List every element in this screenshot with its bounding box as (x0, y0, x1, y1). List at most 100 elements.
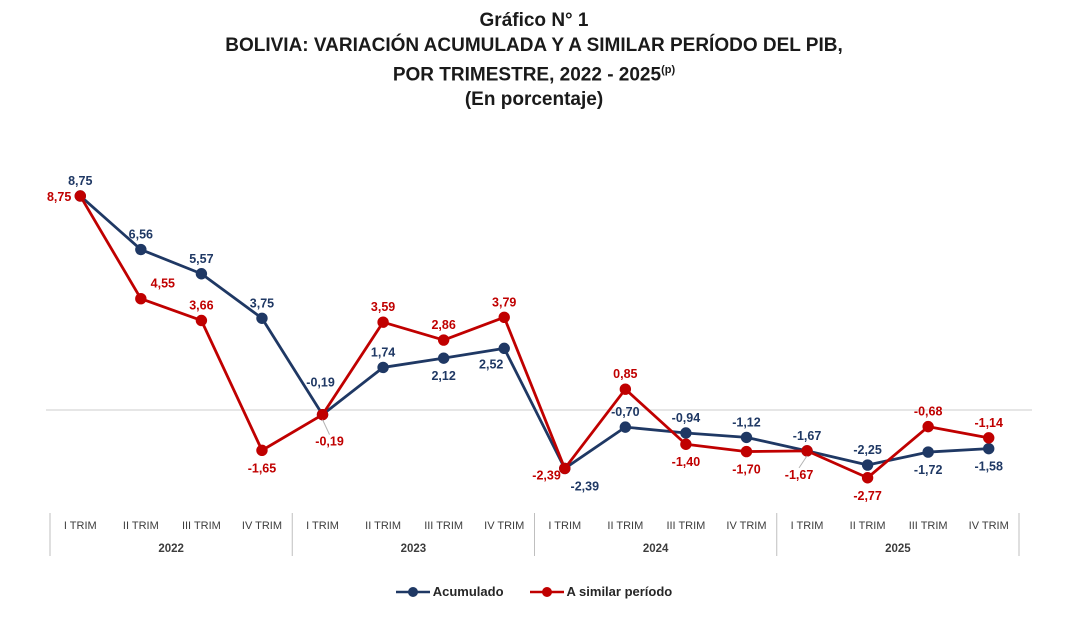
data-label: -0,68 (914, 405, 943, 419)
data-point (801, 445, 813, 457)
quarter-axis-label: I TRIM (548, 520, 581, 532)
data-label: 4,55 (151, 277, 175, 291)
data-label: 6,56 (129, 228, 153, 242)
quarter-axis-label: I TRIM (306, 520, 339, 532)
title-line-3-text: POR TRIMESTRE, 2022 - 2025 (392, 64, 662, 86)
data-label: -2,25 (853, 443, 882, 457)
data-point (619, 383, 632, 395)
data-point (922, 420, 934, 433)
data-point (195, 268, 208, 280)
quarter-axis-label: II TRIM (850, 520, 886, 532)
legend-label: Acumulado (432, 584, 504, 599)
title-line-3: POR TRIMESTRE, 2022 - 2025(p) (0, 58, 1068, 87)
data-label: -1,67 (785, 468, 814, 482)
title-line-4: (En porcentaje) (464, 89, 604, 111)
label-leader-line (322, 419, 330, 435)
quarter-axis-label: II TRIM (607, 520, 643, 532)
data-label: -1,72 (914, 463, 943, 477)
legend-marker-icon (529, 586, 564, 597)
data-point (74, 190, 86, 202)
data-point (437, 334, 450, 346)
data-point (377, 316, 389, 328)
data-label: -1,14 (974, 416, 1003, 430)
data-point (498, 342, 510, 355)
quarter-axis-label: III TRIM (424, 520, 463, 532)
label-leader-line (798, 455, 808, 469)
data-point (983, 432, 995, 444)
data-label: 2,52 (479, 357, 503, 371)
data-point (680, 438, 692, 450)
data-label: -2,77 (853, 489, 882, 503)
quarter-axis-label: II TRIM (365, 520, 401, 532)
quarter-axis-label: IV TRIM (484, 520, 524, 532)
data-label: -0,19 (306, 376, 335, 390)
data-point (377, 361, 389, 374)
quarter-axis-label: I TRIM (791, 520, 824, 532)
data-label: -0,19 (315, 435, 344, 449)
year-axis-label: 2024 (643, 543, 669, 555)
data-point (195, 314, 208, 327)
data-point (740, 445, 753, 458)
data-label: 2,86 (431, 318, 455, 332)
line-chart: I TRIM II TRIM III TRIM IV TRIM 2022 I TRIM II… (46, 174, 1032, 556)
data-point (256, 312, 268, 324)
legend-item-a-similar-período: A similar período (529, 584, 673, 599)
year-axis-label: 2023 (401, 543, 427, 555)
series-line-acumulado (78, 194, 991, 470)
data-point (316, 408, 329, 421)
data-label: 0,85 (613, 367, 637, 381)
data-label: -1,12 (732, 415, 761, 429)
quarter-axis-label: IV TRIM (242, 520, 282, 532)
data-point (861, 459, 874, 471)
series-line-a-similar-período (78, 194, 991, 480)
quarter-axis-label: II TRIM (123, 520, 159, 532)
data-label: 3,66 (189, 298, 213, 312)
data-point (498, 311, 510, 323)
data-label: 8,75 (47, 190, 71, 204)
data-point (922, 446, 934, 458)
data-point (559, 462, 571, 475)
year-axis-label: 2025 (885, 543, 911, 555)
data-point (983, 442, 995, 455)
data-label: 8,75 (68, 174, 92, 188)
title-superscript-p: (p) (661, 64, 676, 76)
data-label: -2,39 (571, 479, 600, 493)
data-point (135, 243, 147, 256)
quarter-axis-label: III TRIM (909, 520, 948, 532)
data-point (861, 472, 874, 484)
data-point (437, 352, 450, 364)
chart-legend: Acumulado A similar período (0, 584, 1068, 599)
quarter-axis-label: IV TRIM (969, 520, 1009, 532)
data-point (256, 444, 268, 457)
chart-title: Gráfico N° 1 BOLIVIA: VARIACIÓN ACUMULAD… (0, 8, 1068, 112)
data-label: -1,65 (248, 461, 277, 475)
data-label: 2,12 (431, 369, 455, 383)
data-label: 3,59 (371, 300, 395, 314)
data-point (680, 427, 692, 439)
data-point (135, 293, 147, 305)
data-label: 3,79 (492, 295, 516, 309)
data-point (619, 421, 632, 433)
year-axis-label: 2022 (158, 543, 184, 555)
legend-label: A similar período (566, 584, 673, 599)
data-label: 5,57 (189, 252, 213, 266)
quarter-axis-label: IV TRIM (726, 520, 766, 532)
quarter-axis-label: I TRIM (64, 520, 97, 532)
legend-marker-icon (395, 586, 430, 597)
title-line-1: Gráfico N° 1 (479, 10, 589, 31)
data-label: -1,67 (793, 429, 822, 443)
quarter-axis-label: III TRIM (182, 520, 221, 532)
legend-item-acumulado: Acumulado (395, 584, 504, 599)
quarter-axis-label: III TRIM (666, 520, 705, 532)
data-label: -1,70 (732, 463, 761, 477)
data-label: -0,70 (611, 405, 640, 419)
data-point (740, 431, 753, 444)
title-line-2: BOLIVIA: VARIACIÓN ACUMULADA Y A SIMILAR… (225, 35, 843, 56)
data-label: 3,75 (250, 296, 274, 310)
data-label: -1,58 (974, 460, 1003, 474)
data-label: -0,94 (672, 411, 701, 425)
data-label: 1,74 (371, 345, 395, 359)
data-label: -1,40 (672, 455, 701, 469)
data-label: -2,39 (532, 468, 561, 482)
